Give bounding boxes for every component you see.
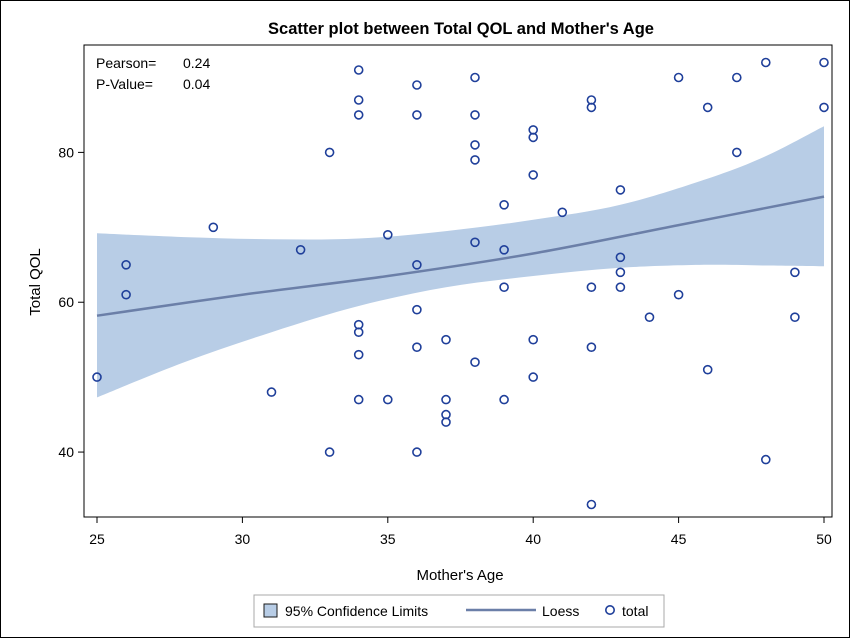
data-point [412, 110, 422, 120]
pearson-value: 0.24 [183, 55, 210, 71]
loess-line-layer [96, 195, 825, 317]
data-point [92, 372, 102, 382]
data-point [470, 72, 480, 83]
data-point [441, 334, 451, 345]
confidence-band-layer [97, 126, 824, 398]
data-point [528, 170, 539, 180]
legend-frame [253, 594, 665, 628]
data-point [412, 447, 422, 457]
data-point [760, 57, 771, 68]
pearson-label: Pearson= [96, 55, 156, 71]
plot-area-border [83, 44, 833, 518]
data-point [731, 147, 742, 158]
data-point [441, 417, 451, 427]
y-tick-label: 40 [58, 444, 74, 460]
data-point [324, 147, 335, 158]
data-point [121, 289, 131, 300]
data-point [528, 372, 539, 382]
x-tick-label: 40 [525, 531, 541, 547]
data-point [470, 237, 480, 248]
data-point [295, 245, 306, 255]
data-point [760, 454, 771, 465]
legend-loess-label: Loess [542, 603, 579, 619]
data-point [353, 394, 364, 405]
data-point [412, 259, 422, 270]
data-point [615, 282, 626, 293]
data-point [790, 267, 800, 278]
y-tick-label: 60 [58, 294, 74, 310]
data-point [266, 387, 277, 397]
data-point [557, 207, 568, 218]
pvalue-label: P-Value= [96, 76, 153, 92]
pvalue-value: 0.04 [183, 76, 210, 92]
data-point [499, 282, 509, 293]
data-point [441, 394, 451, 405]
x-tick-label: 25 [89, 531, 105, 547]
legend-band-swatch [263, 603, 278, 618]
data-point [470, 357, 480, 368]
x-axis-ticks: 25 30 35 40 45 50 [89, 517, 832, 547]
data-point [412, 304, 422, 315]
data-point [819, 57, 829, 68]
data-point [499, 245, 509, 255]
data-point [586, 102, 597, 113]
data-point [382, 394, 393, 405]
data-point [121, 259, 131, 270]
data-point [702, 364, 713, 375]
chart-title: Scatter plot between Total QOL and Mothe… [268, 20, 654, 38]
data-point [644, 312, 655, 323]
data-point [499, 200, 509, 210]
data-point [731, 72, 742, 83]
x-axis-title: Mother's Age [416, 567, 503, 584]
data-point [353, 327, 364, 338]
data-point [586, 342, 597, 353]
data-point [470, 140, 480, 150]
x-tick-label: 45 [671, 531, 687, 547]
data-point [324, 447, 335, 457]
data-point [470, 110, 480, 120]
loess-line [96, 195, 825, 317]
data-point [528, 132, 539, 143]
data-point [353, 349, 364, 360]
x-tick-label: 50 [816, 531, 832, 547]
data-point [353, 110, 364, 120]
data-point [412, 342, 422, 353]
legend: 95% Confidence Limits Loess total [253, 594, 665, 628]
data-point [819, 102, 829, 113]
data-point [673, 72, 684, 83]
x-tick-label: 30 [235, 531, 251, 547]
legend-total-marker [604, 604, 615, 615]
data-point [586, 282, 597, 293]
y-tick-label: 80 [58, 144, 74, 160]
data-point [208, 222, 219, 233]
data-point [673, 289, 684, 300]
data-point [470, 155, 480, 165]
data-point [702, 102, 713, 113]
data-point [790, 312, 800, 323]
data-point [615, 252, 626, 263]
data-point [412, 80, 422, 90]
data-point [353, 65, 364, 75]
x-tick-label: 35 [380, 531, 396, 547]
data-point [615, 267, 626, 278]
data-point [353, 95, 364, 105]
legend-band-label: 95% Confidence Limits [285, 603, 428, 619]
data-point [528, 334, 539, 345]
legend-total-label: total [622, 603, 648, 619]
confidence-band [97, 126, 824, 398]
scatter-points-layer [92, 57, 829, 510]
y-axis-title: Total QOL [27, 248, 44, 316]
data-point [499, 394, 509, 405]
data-point [615, 185, 626, 195]
data-point [586, 499, 597, 510]
y-axis-ticks: 40 60 80 [58, 144, 84, 460]
data-point [382, 230, 393, 240]
